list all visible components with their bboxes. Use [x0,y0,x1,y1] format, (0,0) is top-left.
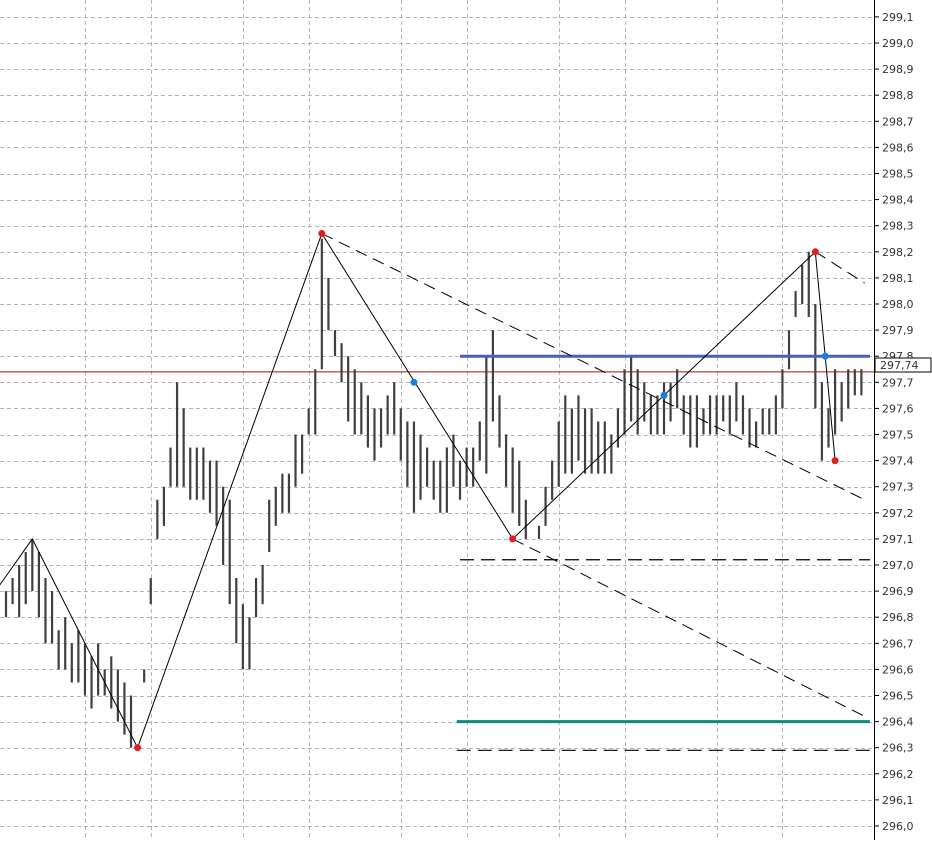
pivot-markers [134,230,839,752]
trend-lines [321,233,865,717]
trend-line [815,251,865,284]
y-tick-label: 297,5 [882,429,914,442]
price-bars [4,238,863,748]
pivot-point [509,535,517,543]
y-tick-label: 297,0 [882,559,914,572]
y-tick-label: 298,7 [882,115,914,128]
y-tick-label: 297,6 [882,402,914,415]
y-tick-label: 299,0 [882,37,914,50]
y-tick-label: 298,3 [882,220,914,233]
trend-line [512,538,865,717]
y-tick-label: 296,3 [882,742,914,755]
y-tick-label: 298,8 [882,89,914,102]
y-tick-label: 296,5 [882,690,914,703]
y-tick-label: 298,6 [882,141,914,154]
y-tick-label: 296,6 [882,663,914,676]
trend-line [321,233,865,501]
y-tick-label: 298,9 [882,63,914,76]
y-tick-label: 296,2 [882,768,914,781]
y-tick-label: 296,0 [882,820,914,833]
y-tick-label: 296,9 [882,585,914,598]
y-tick-label: 296,4 [882,716,914,729]
current-price-box [874,357,932,373]
y-tick-label: 296,8 [882,611,914,624]
y-tick-label: 298,2 [882,246,914,259]
y-tick-label: 296,7 [882,637,914,650]
price-axis[interactable]: 296,0 296,1 296,2 296,3 296,4 296,5 296,6 296,7… [874,0,932,840]
pivot-point [811,248,819,256]
pivot-point [318,230,326,238]
y-tick-label: 298,1 [882,272,914,285]
y-tick-label: 297,1 [882,533,914,546]
y-tick-label: 297,3 [882,481,914,494]
current-price-label: 297,74 [880,359,919,372]
pivot-point [831,457,839,465]
y-tick-label: 298,0 [882,298,914,311]
y-tick-label: 297,9 [882,324,914,337]
current-price-marker: 297,74 [874,357,932,373]
y-tick-label: 297,4 [882,455,914,468]
y-tick-label: 297,2 [882,507,914,520]
pivot-point [134,744,142,752]
horizontal-levels [456,354,870,751]
y-tick-label: 296,1 [882,794,914,807]
info-point [821,352,829,360]
info-point [660,391,668,399]
y-tick-label: 299,1 [882,11,914,24]
price-axis-background [874,0,932,840]
y-tick-label: 298,4 [882,194,914,207]
y-tick-label: 298,5 [882,168,914,181]
y-tick-label: 297,7 [882,376,914,389]
info-point [410,378,418,386]
